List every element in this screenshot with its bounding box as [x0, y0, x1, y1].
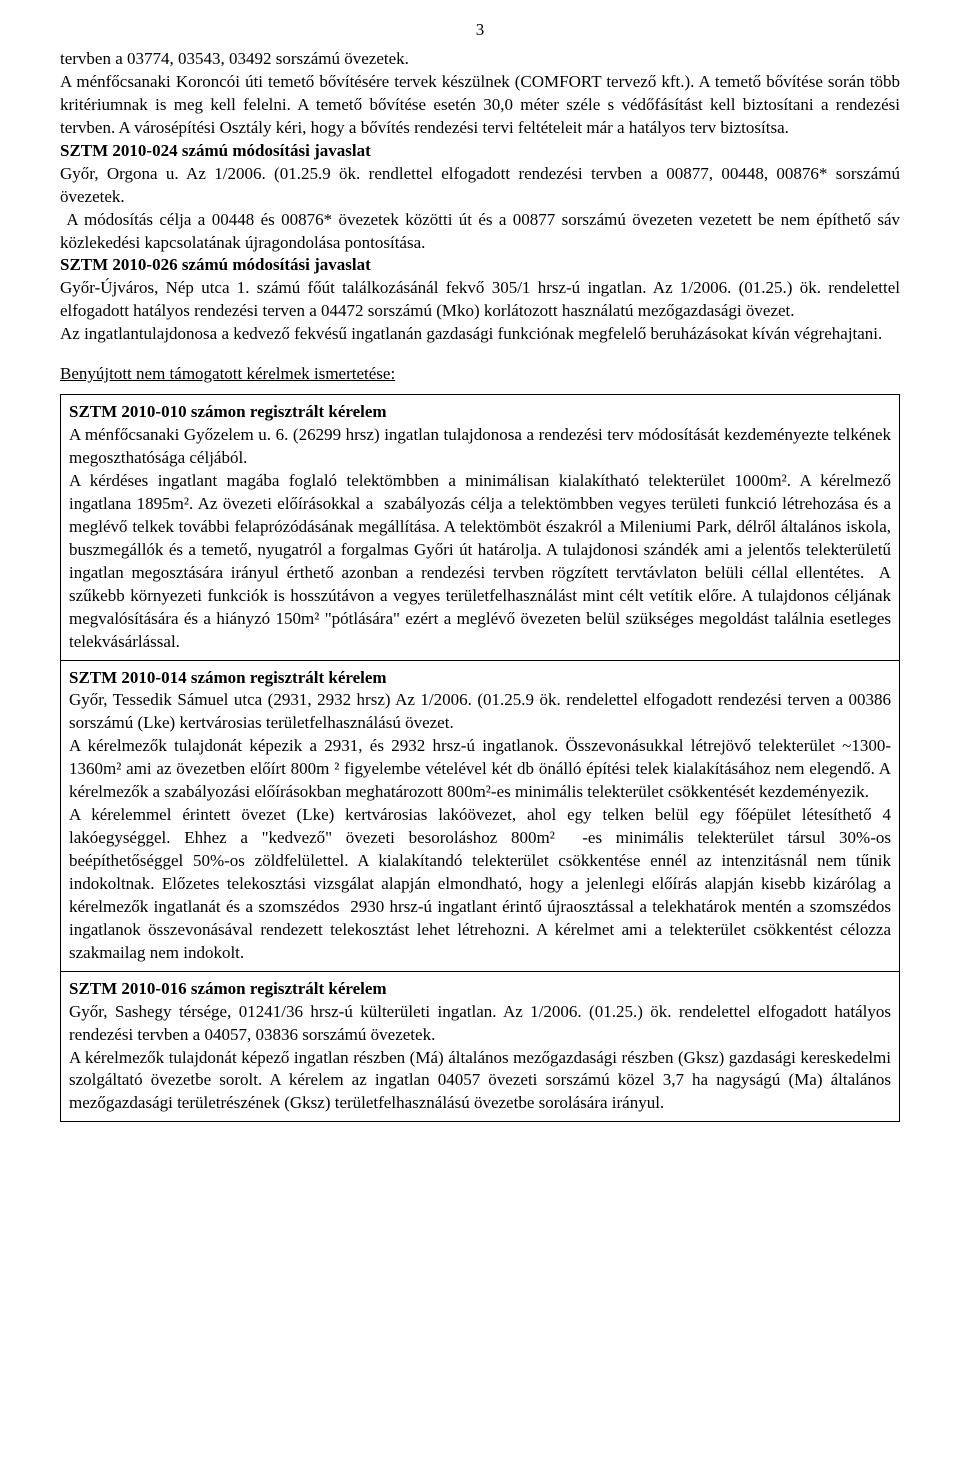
request-body-010: A ménfőcsanaki Győzelem u. 6. (26299 hrs…: [69, 425, 895, 650]
heading-sztm-024: SZTM 2010-024 számú módosítási javaslat: [60, 140, 900, 163]
request-heading-016: SZTM 2010-016 számon regisztrált kérelem: [69, 979, 387, 998]
request-box-stack: SZTM 2010-010 számon regisztrált kérelem…: [60, 394, 900, 1122]
request-body-014: Győr, Tessedik Sámuel utca (2931, 2932 h…: [69, 690, 895, 961]
request-box-010: SZTM 2010-010 számon regisztrált kérelem…: [60, 394, 900, 660]
request-body-016: Győr, Sashegy térsége, 01241/36 hrsz-ú k…: [69, 1002, 895, 1113]
page-number: 3: [60, 20, 900, 40]
section-heading-rejected: Benyújtott nem támogatott kérelmek ismer…: [60, 364, 900, 384]
request-heading-014: SZTM 2010-014 számon regisztrált kérelem: [69, 668, 387, 687]
request-box-016: SZTM 2010-016 számon regisztrált kérelem…: [60, 972, 900, 1123]
document-page: 3 tervben a 03774, 03543, 03492 sorszámú…: [0, 0, 960, 1162]
heading-sztm-026: SZTM 2010-026 számú módosítási javaslat: [60, 254, 900, 277]
request-box-014: SZTM 2010-014 számon regisztrált kérelem…: [60, 661, 900, 972]
paragraph-sztm-026: Győr-Újváros, Nép utca 1. számú főút tal…: [60, 277, 900, 346]
request-heading-010: SZTM 2010-010 számon regisztrált kérelem: [69, 402, 387, 421]
paragraph-sztm-024: Győr, Orgona u. Az 1/2006. (01.25.9 ök. …: [60, 163, 900, 255]
paragraph-intro: tervben a 03774, 03543, 03492 sorszámú ö…: [60, 48, 900, 140]
